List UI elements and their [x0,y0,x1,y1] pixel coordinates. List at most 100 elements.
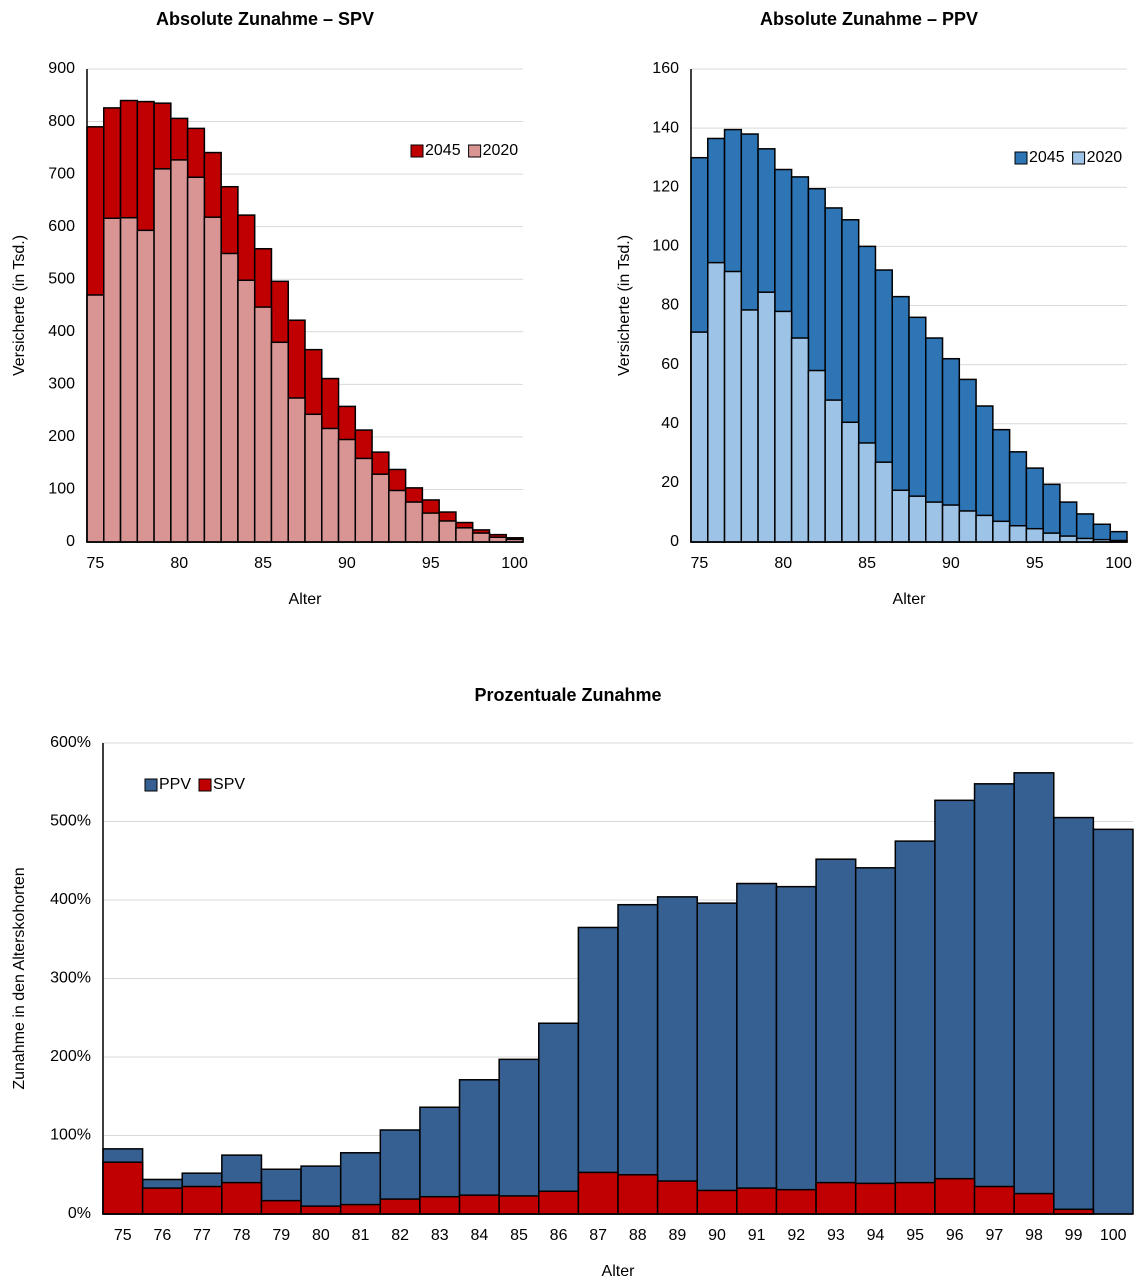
bar [337,438,357,543]
bar [790,337,810,543]
legend-swatch [1014,151,1028,165]
legend-swatch [410,144,424,158]
x-axis-label: Alter [289,591,323,608]
bar [958,510,977,543]
bar [354,457,373,543]
bar [934,799,976,1215]
x-tick-label: 100 [1100,1227,1127,1244]
bar [270,341,289,543]
bar [815,1181,857,1215]
bar [807,369,826,543]
bar [690,331,709,543]
bar [136,229,155,543]
x-tick-label: 75 [690,555,708,572]
x-tick-label: 80 [774,555,792,572]
bar [388,489,407,543]
bar [925,501,944,543]
x-tick-label: 85 [254,555,272,572]
bar [86,294,105,543]
bar [854,1182,897,1215]
y-tick-label: 160 [652,60,679,77]
bar [170,159,189,543]
bar [941,504,961,543]
bar [421,512,440,543]
x-tick-label: 96 [946,1227,964,1244]
chart-title: Absolute Zunahme – PPV [760,9,978,29]
bar [237,279,256,543]
x-tick-label: 82 [391,1227,409,1244]
legend-label: SPV [213,776,245,793]
bar [1013,772,1055,1215]
bar [577,1171,619,1215]
y-tick-label: 500 [48,270,75,287]
y-axis-label: Zunahme in den Alterskohorten [11,867,28,1089]
y-tick-label: 800 [48,113,75,130]
bar [577,926,619,1215]
y-tick-label: 100% [50,1127,91,1144]
y-tick-label: 80 [661,297,679,314]
legend-swatch [1072,151,1086,165]
y-tick-label: 0% [68,1205,91,1222]
y-tick-label: 200% [50,1048,91,1065]
bar [419,1195,461,1215]
bar [696,1189,738,1215]
bar [186,176,206,543]
bar [538,1022,580,1215]
x-tick-label: 80 [170,555,188,572]
bar [253,306,273,543]
bar [458,1194,500,1215]
y-tick-label: 200 [48,428,75,445]
x-tick-label: 76 [154,1227,172,1244]
bar [857,442,877,543]
bar [908,495,927,543]
bar [775,1188,817,1215]
bar [723,270,743,543]
bar [203,216,222,543]
y-tick-label: 600% [50,734,91,751]
bar [220,252,239,543]
bar [707,261,726,543]
x-tick-label: 78 [233,1227,251,1244]
x-tick-label: 94 [867,1227,885,1244]
x-tick-label: 85 [858,555,876,572]
x-tick-label: 83 [431,1227,449,1244]
bar [498,1195,540,1215]
bar [757,291,776,543]
bar [736,882,778,1215]
bar [321,427,340,543]
bar [1053,816,1095,1215]
bar [379,1198,421,1215]
legend-label: 2045 [1029,149,1065,166]
bar [1042,532,1061,543]
y-tick-label: 300 [48,376,75,393]
x-tick-label: 75 [86,555,104,572]
bar [894,1181,936,1215]
bar [740,309,759,543]
y-tick-label: 20 [661,474,679,491]
y-tick-label: 100 [652,238,679,255]
x-tick-label: 89 [669,1227,687,1244]
x-tick-label: 92 [787,1227,805,1244]
bar [119,216,139,543]
bar [656,1180,698,1215]
x-tick-label: 80 [312,1227,330,1244]
bar [973,783,1015,1215]
bar [656,896,698,1215]
bar [824,399,843,543]
bar [458,1079,500,1215]
y-tick-label: 300% [50,970,91,987]
bar [992,520,1011,543]
y-tick-label: 100 [48,481,75,498]
bar [854,867,897,1215]
bar [498,1058,540,1215]
x-tick-label: 81 [352,1227,370,1244]
bar [455,527,474,543]
bar [973,1185,1015,1215]
bar [471,532,491,543]
x-tick-label: 77 [193,1227,211,1244]
y-tick-label: 0 [670,533,679,550]
bar [1008,524,1028,543]
chart-title: Absolute Zunahme – SPV [156,9,374,29]
legend-label: 2020 [1087,149,1123,166]
